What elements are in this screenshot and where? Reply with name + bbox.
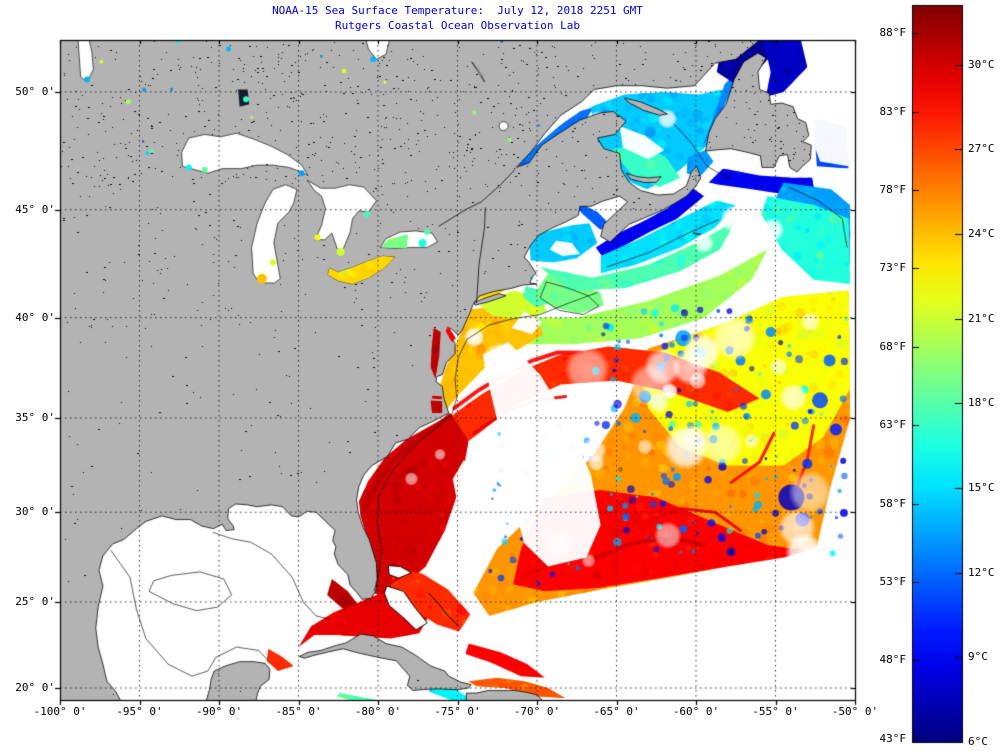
map-title-line1: NOAA-15 Sea Surface Temperature: July 12… — [272, 4, 643, 17]
map-title-line2: Rutgers Coastal Ocean Observation Lab — [334, 19, 581, 32]
